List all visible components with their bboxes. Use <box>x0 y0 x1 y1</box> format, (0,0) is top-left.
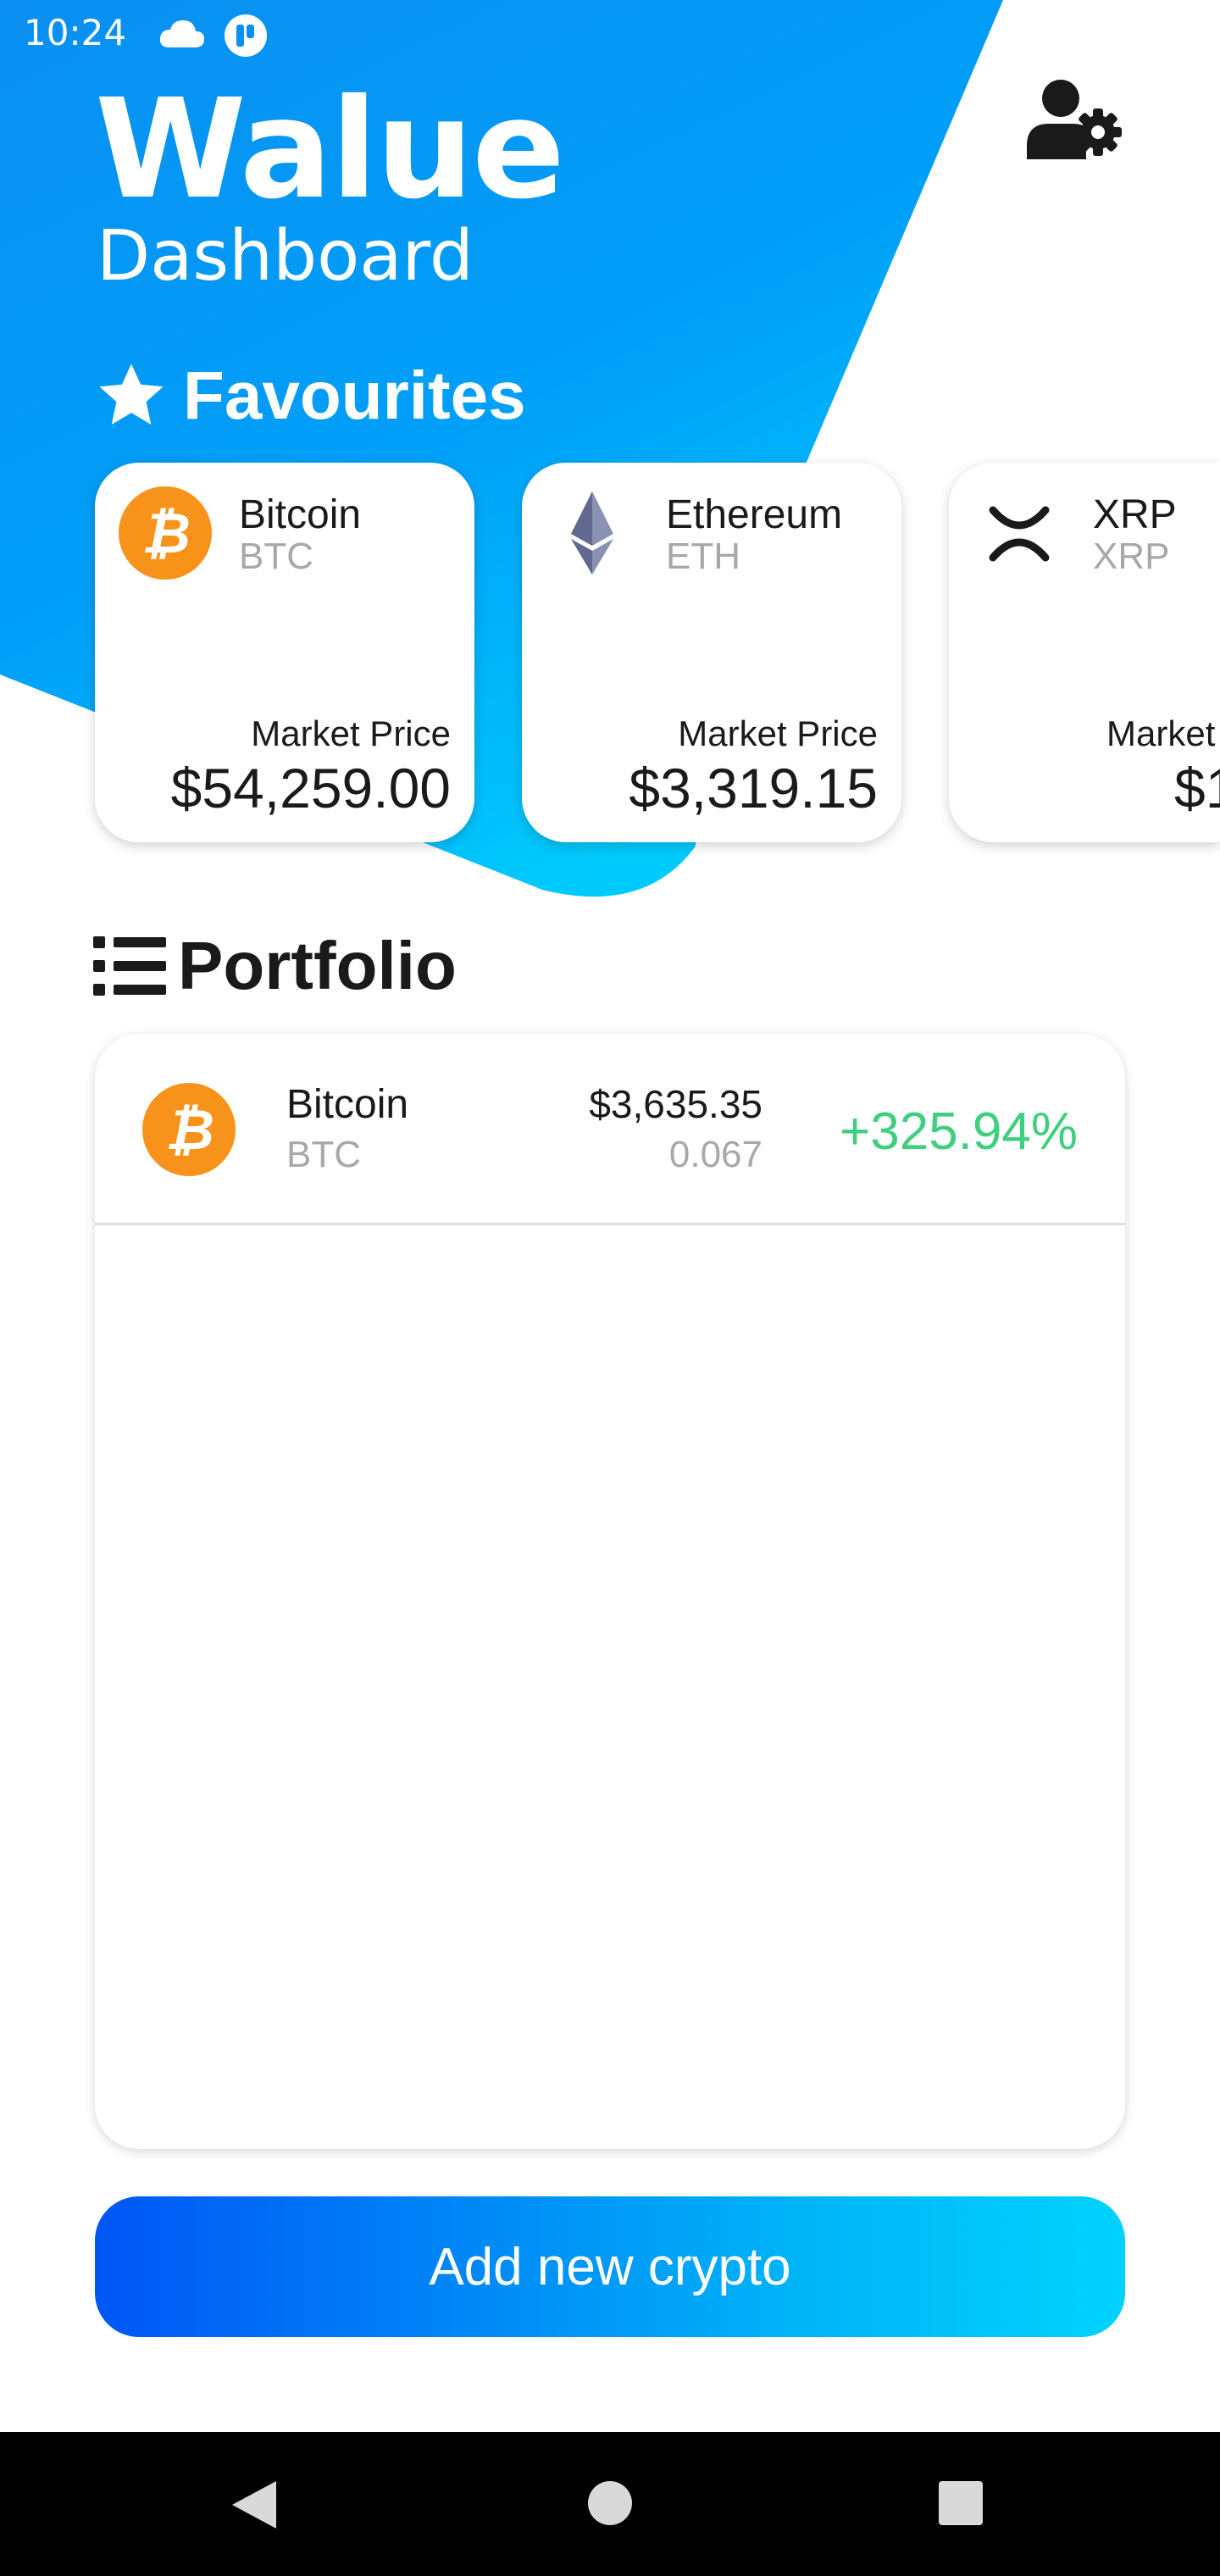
favourites-heading: Favourites <box>95 359 526 432</box>
app-notification-icon <box>225 14 267 57</box>
market-price-value: $54,259.00 <box>170 757 451 819</box>
bitcoin-icon: ₿ <box>119 486 212 580</box>
coin-symbol: BTC <box>239 536 313 577</box>
status-bar: 10:24 <box>0 0 1220 71</box>
ethereum-icon <box>571 491 613 575</box>
app-title: Walue <box>95 70 565 230</box>
coin-name: Bitcoin <box>286 1082 409 1127</box>
svg-text:₿: ₿ <box>141 501 191 566</box>
user-settings-icon[interactable] <box>1027 78 1125 163</box>
holding-amount: 0.067 <box>668 1134 762 1175</box>
coin-name: Bitcoin <box>239 492 362 537</box>
favourites-title: Favourites <box>183 358 526 433</box>
coin-symbol: ETH <box>666 536 740 577</box>
svg-text:₿: ₿ <box>165 1097 214 1163</box>
recents-icon[interactable] <box>937 2479 984 2527</box>
favourite-card-ethereum[interactable]: Ethereum ETH Market Price $3,319.15 <box>522 463 901 842</box>
bitcoin-icon: ₿ <box>142 1083 236 1176</box>
market-price-label: Market Price <box>678 713 878 753</box>
list-icon <box>93 936 166 996</box>
navigation-bar <box>0 2432 1220 2576</box>
portfolio-list: ₿ Bitcoin BTC $3,635.35 0.067 +325.94% <box>95 1034 1125 2149</box>
market-price-label: Market <box>1106 713 1216 753</box>
status-time: 10:24 <box>24 12 127 53</box>
coin-name: XRP <box>1093 492 1177 537</box>
portfolio-heading: Portfolio <box>93 932 457 1000</box>
home-icon[interactable] <box>586 2479 634 2527</box>
star-icon <box>99 364 164 425</box>
coin-symbol: BTC <box>286 1134 361 1175</box>
back-icon[interactable] <box>227 2478 281 2532</box>
app-subtitle: Dashboard <box>97 216 474 297</box>
portfolio-row-bitcoin[interactable]: ₿ Bitcoin BTC $3,635.35 0.067 +325.94% <box>95 1034 1125 1225</box>
portfolio-title: Portfolio <box>178 928 457 1003</box>
favourite-card-bitcoin[interactable]: ₿ Bitcoin BTC Market Price $54,259.00 <box>95 463 474 842</box>
favourite-card-xrp[interactable]: XRP XRP Market $1 <box>949 463 1220 842</box>
holding-value: $3,635.35 <box>589 1082 762 1126</box>
market-price-value: $3,319.15 <box>629 757 878 819</box>
coin-name: Ethereum <box>666 492 843 537</box>
xrp-icon <box>989 506 1050 562</box>
market-price-label: Market Price <box>251 713 451 753</box>
market-price-value: $1 <box>1174 757 1220 819</box>
coin-symbol: XRP <box>1093 536 1170 577</box>
holding-change-percent: +325.94% <box>840 1102 1078 1161</box>
add-new-crypto-button[interactable]: Add new crypto <box>95 2196 1125 2337</box>
cloud-icon <box>159 20 204 47</box>
